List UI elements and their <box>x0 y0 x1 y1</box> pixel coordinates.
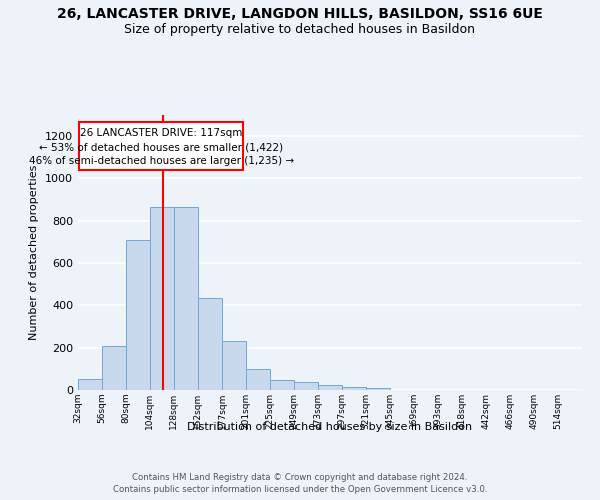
Bar <box>78 380 102 390</box>
Bar <box>102 346 126 390</box>
FancyBboxPatch shape <box>79 122 244 170</box>
Bar <box>223 342 247 390</box>
Text: Contains public sector information licensed under the Open Government Licence v3: Contains public sector information licen… <box>113 485 487 494</box>
Text: 26, LANCASTER DRIVE, LANGDON HILLS, BASILDON, SS16 6UE: 26, LANCASTER DRIVE, LANGDON HILLS, BASI… <box>57 8 543 22</box>
Text: 46% of semi-detached houses are larger (1,235) →: 46% of semi-detached houses are larger (… <box>29 156 294 166</box>
Y-axis label: Number of detached properties: Number of detached properties <box>29 165 40 340</box>
Text: Size of property relative to detached houses in Basildon: Size of property relative to detached ho… <box>125 22 476 36</box>
Bar <box>318 384 342 390</box>
Bar <box>173 207 197 390</box>
Text: Distribution of detached houses by size in Basildon: Distribution of detached houses by size … <box>187 422 473 432</box>
Text: 26 LANCASTER DRIVE: 117sqm: 26 LANCASTER DRIVE: 117sqm <box>80 128 242 138</box>
Bar <box>366 388 390 390</box>
Bar <box>150 207 173 390</box>
Text: ← 53% of detached houses are smaller (1,422): ← 53% of detached houses are smaller (1,… <box>39 142 283 152</box>
Bar <box>342 387 366 390</box>
Bar <box>247 369 270 390</box>
Bar <box>197 298 223 390</box>
Bar <box>270 380 294 390</box>
Text: Contains HM Land Registry data © Crown copyright and database right 2024.: Contains HM Land Registry data © Crown c… <box>132 472 468 482</box>
Bar <box>294 382 318 390</box>
Bar <box>126 240 150 390</box>
